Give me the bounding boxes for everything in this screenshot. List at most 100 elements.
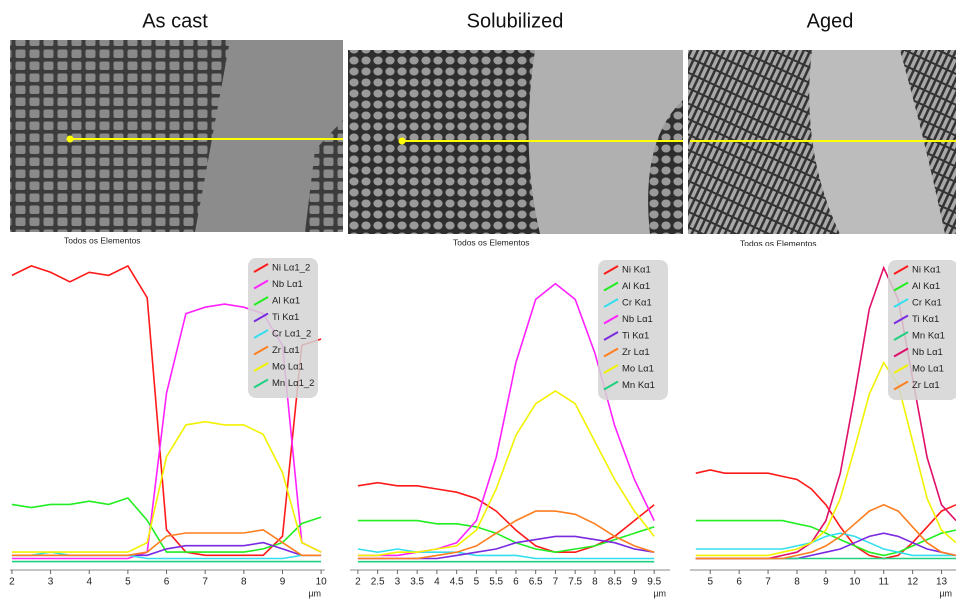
x-tick-label: 9.5 [647, 577, 661, 588]
legend-swatch [603, 265, 619, 275]
x-tick-label: 5.5 [489, 577, 503, 588]
series-line [357, 510, 655, 560]
x-tick-label: 3 [48, 577, 54, 588]
x-tick-label: 4 [86, 577, 92, 588]
legend-label: Cr Kα1 [912, 298, 942, 309]
legend-box [248, 258, 318, 398]
legend-label: Ti Kα1 [912, 314, 939, 325]
legend-label: Ni Kα1 [622, 265, 651, 276]
legend-swatch [253, 312, 269, 323]
x-tick-label: 8 [241, 577, 247, 588]
x-tick-label: 8 [592, 577, 598, 588]
series-line [695, 519, 956, 557]
panel-subtitle: Todos os Elementos [740, 238, 817, 248]
legend-label: Cr Lα1_2 [272, 329, 311, 340]
x-tick-label: 4.5 [450, 577, 464, 588]
legend-swatch [253, 345, 269, 356]
legend-swatch [253, 279, 269, 290]
series-line [695, 532, 956, 557]
legend-swatch [253, 296, 269, 306]
x-tick-label: 7 [553, 577, 559, 588]
x-tick-label: 13 [936, 577, 948, 588]
legend-swatch [893, 347, 909, 358]
x-tick-label: 6 [513, 577, 519, 588]
x-tick-label: 7.5 [568, 577, 582, 588]
legend-box [598, 260, 668, 400]
legend-swatch [603, 380, 619, 391]
legend-swatch [603, 364, 619, 374]
legend-swatch [893, 380, 909, 391]
x-tick-label: 8 [794, 577, 800, 588]
legend-swatch [893, 298, 909, 308]
legend-swatch [893, 281, 909, 292]
legend-label: Zr Lα1 [912, 380, 940, 391]
x-axis-label: µm [653, 588, 666, 598]
series-line [11, 551, 322, 560]
legend-label: Ti Kα1 [622, 331, 649, 342]
x-tick-label: 6 [164, 577, 170, 588]
legend-box [888, 260, 956, 400]
x-tick-label: 11 [879, 577, 890, 588]
legend-label: Al Kα1 [622, 281, 650, 292]
series-line [357, 390, 655, 557]
micrograph [688, 50, 956, 234]
panel-subtitle: Todos os Elementos [64, 235, 141, 245]
x-tick-label: 8.5 [608, 577, 622, 588]
panel-title: Aged [807, 10, 854, 32]
legend-label: Ni Lα1_2 [272, 263, 310, 274]
legend-label: Mo Lα1 [622, 364, 654, 375]
legend-label: Al Kα1 [912, 281, 940, 292]
legend-label: Nb Lα1 [622, 314, 653, 325]
legend-swatch [893, 364, 909, 374]
legend-swatch [253, 329, 269, 339]
legend-swatch [603, 347, 619, 358]
x-tick-label: 6.5 [529, 577, 543, 588]
x-tick-label: 2 [9, 577, 15, 588]
legend-label: Al Kα1 [272, 296, 300, 307]
x-tick-label: 6 [736, 577, 742, 588]
legend-label: Mn Kα1 [622, 380, 655, 391]
x-tick-label: 9 [823, 577, 829, 588]
series-line [11, 497, 322, 553]
x-tick-label: 2 [355, 577, 361, 588]
legend-swatch [603, 314, 619, 325]
series-line [695, 503, 956, 560]
legend-swatch [603, 331, 619, 341]
legend-swatch [893, 314, 909, 325]
legend-label: Zr Lα1 [272, 345, 300, 356]
legend-swatch [253, 362, 269, 372]
series-line [695, 360, 956, 557]
x-tick-label: 10 [849, 577, 861, 588]
x-tick-label: 9 [632, 577, 638, 588]
x-tick-label: 5 [707, 577, 713, 588]
x-axis-label: µm [308, 588, 321, 598]
panel-subtitle: Todos os Elementos [453, 237, 530, 247]
legend-label: Mo Lα1 [912, 364, 944, 375]
x-tick-label: 7 [765, 577, 771, 588]
micrograph [348, 50, 683, 234]
series-line [357, 519, 655, 554]
x-tick-label: 5 [125, 577, 131, 588]
legend-swatch [253, 378, 269, 389]
legend-swatch [603, 281, 619, 292]
panel-title: Solubilized [467, 10, 564, 32]
legend-label: Mo Lα1 [272, 362, 304, 373]
x-tick-label: 9 [280, 577, 286, 588]
legend-label: Mn Lα1_2 [272, 378, 314, 389]
legend-label: Zr Lα1 [622, 347, 650, 358]
x-tick-label: 4 [434, 577, 440, 588]
legend-label: Nb Lα1 [272, 279, 303, 290]
legend-swatch [253, 263, 269, 273]
legend-label: Nb Lα1 [912, 347, 943, 358]
legend-swatch [603, 298, 619, 308]
x-tick-label: 7 [202, 577, 208, 588]
legend-label: Ni Kα1 [912, 265, 941, 276]
legend-label: Cr Kα1 [622, 298, 652, 309]
legend-swatch [893, 265, 909, 275]
x-tick-label: 3.5 [410, 577, 424, 588]
x-tick-label: 3 [395, 577, 401, 588]
x-tick-label: 10 [316, 577, 328, 588]
micrograph [10, 40, 343, 232]
